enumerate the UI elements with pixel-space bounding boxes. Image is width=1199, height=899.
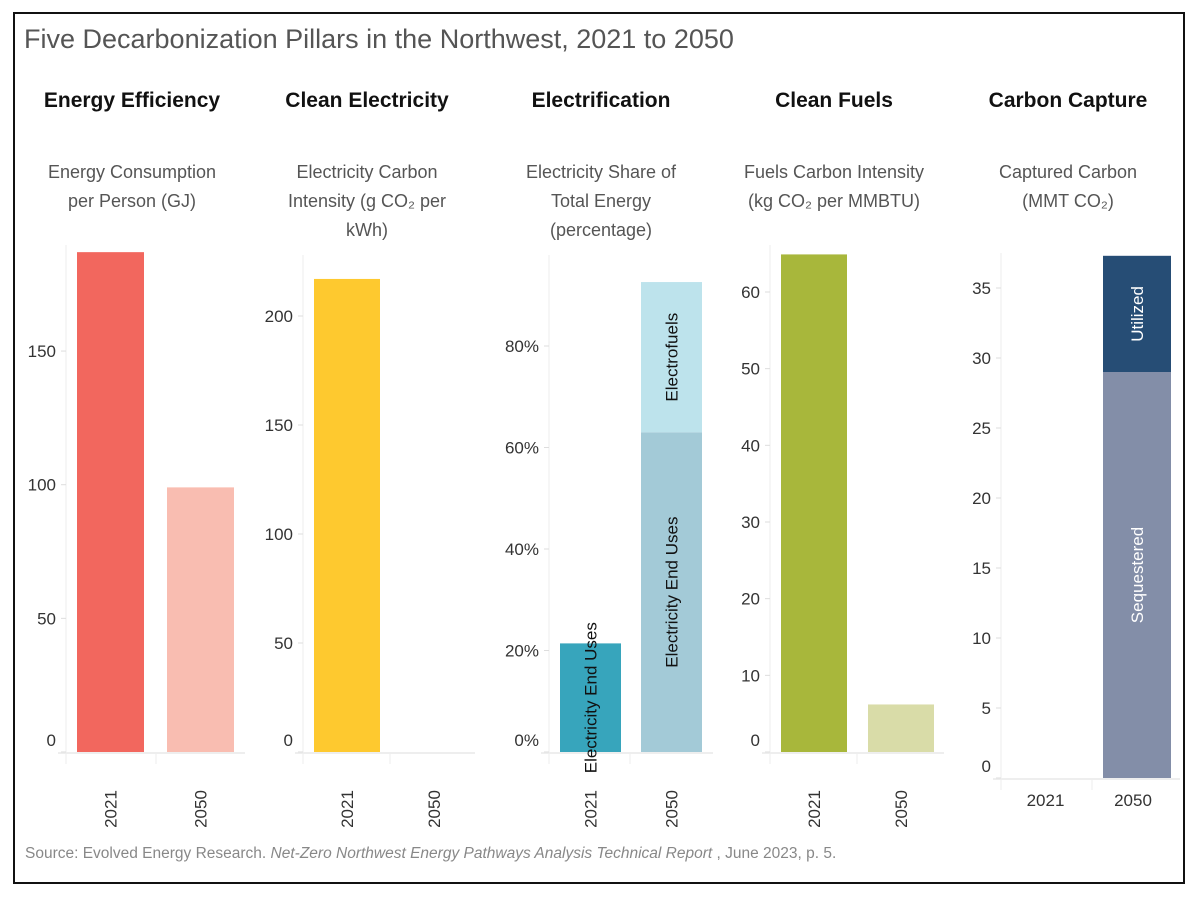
x-tick-label: 2050 [1114, 791, 1152, 810]
measure-line: Energy Consumption [47, 162, 217, 182]
y-tick-label: 150 [28, 342, 56, 361]
source-note: Source: Evolved Energy Research. Net-Zer… [25, 845, 836, 863]
bar-2021-electricity-end-uses[interactable] [560, 643, 621, 752]
x-tick-label: 2050 [425, 790, 444, 828]
measure-line: per Person (GJ) [67, 191, 197, 211]
y-tick-label: 40 [741, 436, 760, 455]
panel-title: Carbon Capture [988, 89, 1148, 112]
panel-measure: Fuels Carbon Intensity (kg CO₂ per MMBTU) [719, 158, 949, 216]
y-tick-label: 50 [741, 360, 760, 379]
y-tick-label: 50 [274, 634, 293, 653]
panel-4: 0 10 20 30 40 50 60 2021 2050 [741, 245, 944, 828]
x-tick-label: 2021 [1027, 791, 1065, 810]
panel-title: Energy Efficiency [43, 89, 221, 112]
y-tick-label: 150 [265, 416, 293, 435]
y-tick-label: 0 [284, 731, 293, 750]
segment-label: Sequestered [1128, 527, 1147, 623]
bar-2050[interactable] [167, 487, 234, 752]
x-tick-label: 2050 [663, 790, 682, 828]
measure-line: Electricity Share of [525, 162, 677, 182]
panel-measure: Electricity Share of Total Energy (percent… [486, 158, 716, 245]
bar-2050[interactable] [868, 704, 934, 752]
chart-frame [13, 12, 1185, 884]
y-tick-label: 200 [265, 307, 293, 326]
y-tick-label: 40% [505, 540, 539, 559]
x-tick-label: 2021 [805, 790, 824, 828]
panel-2: 0 50 100 150 200 2021 2050 [265, 255, 475, 828]
y-tick-label: 10 [741, 666, 760, 685]
panel-title: Clean Fuels [775, 89, 893, 112]
panel-1: 0 50 100 150 2021 2050 [28, 245, 245, 828]
y-tick-label: 5 [982, 699, 991, 718]
y-tick-label: 20 [972, 489, 991, 508]
measure-line: Electricity Carbon [296, 162, 438, 182]
y-tick-label: 20 [741, 590, 760, 609]
panel-title: Electrification [531, 89, 671, 112]
y-tick-label: 0 [751, 731, 760, 750]
y-tick-label: 0% [514, 731, 539, 750]
measure-line: Captured Carbon [998, 162, 1138, 182]
x-tick-label: 2021 [338, 790, 357, 828]
y-tick-label: 25 [972, 419, 991, 438]
segment-label: Electricity End Uses [663, 517, 682, 668]
y-tick-label: 50 [37, 609, 56, 628]
bar-2021[interactable] [314, 278, 380, 752]
panel-measure: Captured Carbon (MMT CO₂) [953, 158, 1183, 216]
bar-2050-electrofuels[interactable] [641, 282, 702, 433]
x-tick-label: 2021 [102, 790, 121, 828]
panel-measure: Energy Consumption per Person (GJ) [17, 158, 247, 216]
y-tick-label: 10 [972, 629, 991, 648]
y-tick-label: 35 [972, 279, 991, 298]
bar-2021[interactable] [77, 252, 144, 753]
segment-label: Electricity End Uses [582, 622, 601, 773]
measure-line: Intensity (g CO₂ per [287, 191, 447, 211]
y-tick-label: 30 [972, 349, 991, 368]
source-suffix: , June 2023, p. 5. [712, 845, 837, 862]
bar-2021[interactable] [781, 254, 847, 753]
panel-title: Clean Electricity [285, 89, 449, 112]
segment-label: Electrofuels [663, 313, 682, 402]
measure-line: (kg CO₂ per MMBTU) [748, 191, 920, 211]
measure-line: (MMT CO₂) [1022, 191, 1114, 211]
measure-line: Total Energy [550, 191, 652, 211]
y-tick-label: 60% [505, 439, 539, 458]
bar-2050-utilized[interactable] [1103, 255, 1171, 372]
source-prefix: Source: Evolved Energy Research. [25, 845, 271, 862]
segment-label: Utilized [1128, 286, 1147, 342]
bar-2050-electricity-end-uses[interactable] [641, 432, 702, 752]
y-tick-label: 0 [47, 731, 56, 750]
x-tick-label: 2021 [582, 790, 601, 828]
panel-measure: Electricity Carbon Intensity (g CO₂ per kW… [252, 158, 482, 245]
y-tick-label: 30 [741, 513, 760, 532]
bar-2050-sequestered[interactable] [1103, 372, 1171, 778]
x-tick-label: 2050 [892, 790, 911, 828]
panel-5: 0 5 10 15 20 25 30 35 2021 Sequestered Utilized 205… [972, 253, 1180, 810]
measure-line: (percentage) [549, 220, 653, 240]
y-tick-label: 20% [505, 642, 539, 661]
y-tick-label: 15 [972, 559, 991, 578]
y-tick-label: 0 [982, 757, 991, 776]
y-tick-label: 60 [741, 283, 760, 302]
y-tick-label: 80% [505, 337, 539, 356]
source-report: Net-Zero Northwest Energy Pathways Analy… [270, 845, 713, 862]
dashboard-title: Five Decarbonization Pillars in the Nort… [24, 24, 734, 54]
y-tick-label: 100 [28, 476, 56, 495]
y-tick-label: 100 [265, 525, 293, 544]
measure-line: Fuels Carbon Intensity [743, 162, 925, 182]
measure-line: kWh) [346, 220, 388, 240]
x-tick-label: 2050 [192, 790, 211, 828]
panel-3: 0% 20% 40% 60% 80% Electricity End Uses 2021 El… [505, 255, 713, 828]
